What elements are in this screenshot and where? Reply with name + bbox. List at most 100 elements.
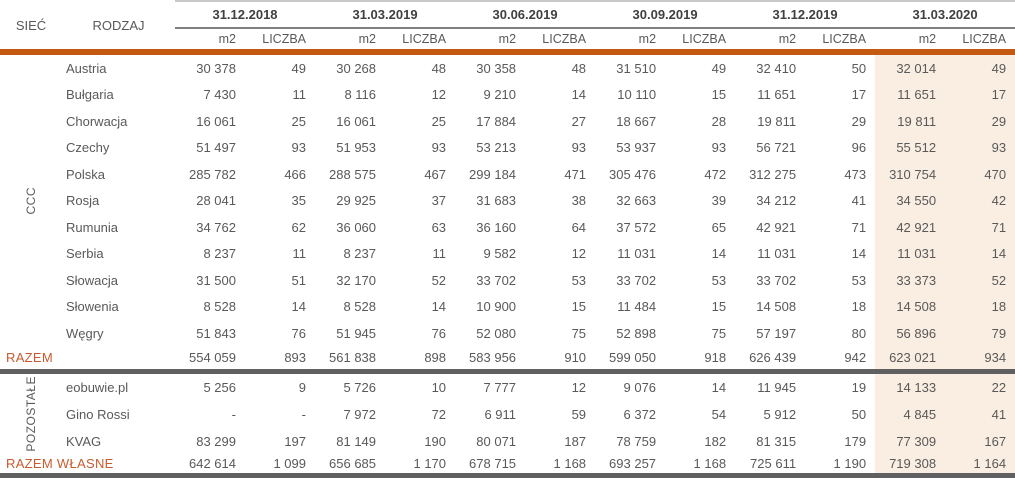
cell-liczba: 473 (844, 166, 867, 182)
cell-liczba: 53 (851, 272, 867, 288)
row-label: Rosja (66, 193, 100, 209)
cell-m2: 16 061 (196, 113, 236, 129)
cell-liczba: 41 (851, 193, 867, 209)
subheader-m2: m2 (918, 32, 937, 46)
column-header-siec: SIEĆ (15, 17, 47, 33)
cell-liczba: 934 (945, 346, 1015, 369)
cell-liczba: 49 (945, 55, 1015, 82)
column-header-date: 31.03.2020 (875, 0, 1015, 29)
column-header-date: 31.12.2018 (175, 0, 316, 29)
subheader-liczba: LICZBA (962, 32, 1007, 46)
cell-m2: 599 050 (609, 350, 657, 365)
cell-liczba: 197 (284, 433, 307, 449)
cell-m2: 5 726 (343, 379, 377, 395)
cell-m2: 299 184 (469, 166, 517, 182)
cell-m2: 42 921 (875, 214, 946, 241)
row-label: Austria (66, 60, 107, 76)
table-row: KVAG 83 299 197 81 149 190 80 071 187 78 759 182… (0, 427, 1015, 455)
cell-liczba: 11 (432, 246, 447, 262)
column-header-rodzaj: RODZAJ (92, 17, 145, 33)
cell-m2: 693 257 (609, 456, 657, 471)
cell-m2: 554 059 (189, 350, 236, 365)
cell-liczba: 71 (851, 219, 867, 235)
cell-m2: 11 031 (757, 246, 797, 262)
row-label: Czechy (66, 140, 110, 156)
cell-m2: 32 663 (616, 193, 657, 209)
cell-liczba: 15 (711, 299, 727, 315)
cell-liczba: 12 (431, 87, 447, 103)
table-header: SIEĆ RODZAJ 31.12.2018 31.03.2019 30.06.… (0, 0, 1015, 55)
cell-m2: 33 702 (616, 272, 657, 288)
cell-m2: 34 762 (196, 219, 236, 235)
cell-liczba: 14 (851, 246, 867, 262)
cell-m2: 285 782 (189, 166, 236, 182)
cell-liczba: 14 (571, 87, 587, 103)
header-accent-band (0, 49, 1015, 55)
cell-m2: 11 031 (875, 240, 946, 267)
cell-m2: 19 811 (757, 113, 797, 129)
cell-liczba: 12 (571, 379, 587, 395)
cell-m2: 30 358 (476, 60, 517, 76)
table-row: POZOSTAŁE eobuwie.pl 5 256 9 5 726 10 7 777 12 9… (0, 373, 1015, 452)
cell-m2: 9 076 (623, 379, 657, 395)
cell-m2: 7 430 (203, 87, 236, 103)
cell-m2: 80 071 (476, 433, 517, 449)
cell-liczba: 918 (704, 350, 727, 365)
total-label: RAZEM WŁASNE (6, 456, 114, 471)
cell-m2: 16 061 (336, 113, 377, 129)
cell-m2: 33 702 (756, 272, 797, 288)
cell-liczba: 53 (571, 272, 587, 288)
subheader-m2: m2 (498, 32, 517, 46)
row-label: Bułgaria (66, 87, 114, 103)
subcolumn-header-row: m2 LICZBA m2 LICZBA m2 LICZBA m2 LICZBA … (0, 28, 1015, 49)
cell-liczba: 182 (704, 433, 727, 449)
cell-m2: 312 275 (749, 166, 797, 182)
row-label: Słowenia (66, 299, 119, 315)
cell-liczba: 25 (291, 113, 307, 129)
cell-m2: 81 315 (756, 433, 797, 449)
cell-m2: 34 550 (875, 187, 946, 214)
cell-m2: 51 945 (336, 325, 377, 341)
cell-liczba: 466 (284, 166, 307, 182)
cell-liczba: 15 (571, 299, 587, 315)
cell-m2: 8 237 (343, 246, 377, 262)
cell-liczba: 1 168 (693, 456, 727, 471)
cell-liczba: 14 (291, 299, 307, 315)
cell-m2: 28 041 (196, 193, 236, 209)
cell-liczba: 52 (945, 267, 1015, 294)
cell-liczba: 75 (711, 325, 727, 341)
cell-liczba: 29 (851, 113, 867, 129)
table-row: Chorwacja 16 061 25 16 061 25 17 884 27 18 667 2… (0, 108, 1015, 135)
subheader-liczba: LICZBA (542, 32, 587, 46)
cell-m2: 9 582 (483, 246, 517, 262)
cell-liczba: 27 (571, 113, 587, 129)
cell-m2: 623 021 (875, 346, 946, 369)
cell-liczba: 93 (291, 140, 307, 156)
cell-m2: 42 921 (756, 219, 797, 235)
cell-liczba: - (301, 406, 307, 422)
cell-liczba: 49 (291, 60, 307, 76)
cell-liczba: 942 (844, 350, 867, 365)
cell-liczba: 14 (711, 246, 727, 262)
razem-wlasne-row: RAZEM WŁASNE 642 614 1 099 656 685 1 170 678 … (0, 454, 1015, 473)
cell-liczba: 49 (711, 60, 727, 76)
cell-liczba: 10 (431, 379, 447, 395)
table-row: Gino Rossi - - 7 972 72 6 911 59 6 372 54 5 912 50… (0, 400, 1015, 428)
cell-liczba: 14 (431, 299, 447, 315)
cell-m2: 81 149 (336, 433, 377, 449)
cell-liczba: 37 (431, 193, 447, 209)
cell-m2: 305 476 (609, 166, 657, 182)
row-label: Chorwacja (66, 113, 128, 129)
cell-m2: 5 256 (203, 379, 236, 395)
table-body: CCC Austria 30 378 49 30 268 48 30 358 48 31 510… (0, 55, 1015, 478)
cell-m2: 626 439 (749, 350, 797, 365)
cell-m2: 7 777 (483, 379, 517, 395)
cell-liczba: 52 (431, 272, 447, 288)
cell-liczba: 179 (844, 433, 867, 449)
cell-m2: 14 133 (875, 373, 946, 401)
cell-liczba: 38 (571, 193, 587, 209)
cell-liczba: 25 (431, 113, 447, 129)
column-header-date: 31.12.2019 (735, 0, 876, 29)
cell-m2: 288 575 (329, 166, 377, 182)
subheader-liczba: LICZBA (402, 32, 447, 46)
